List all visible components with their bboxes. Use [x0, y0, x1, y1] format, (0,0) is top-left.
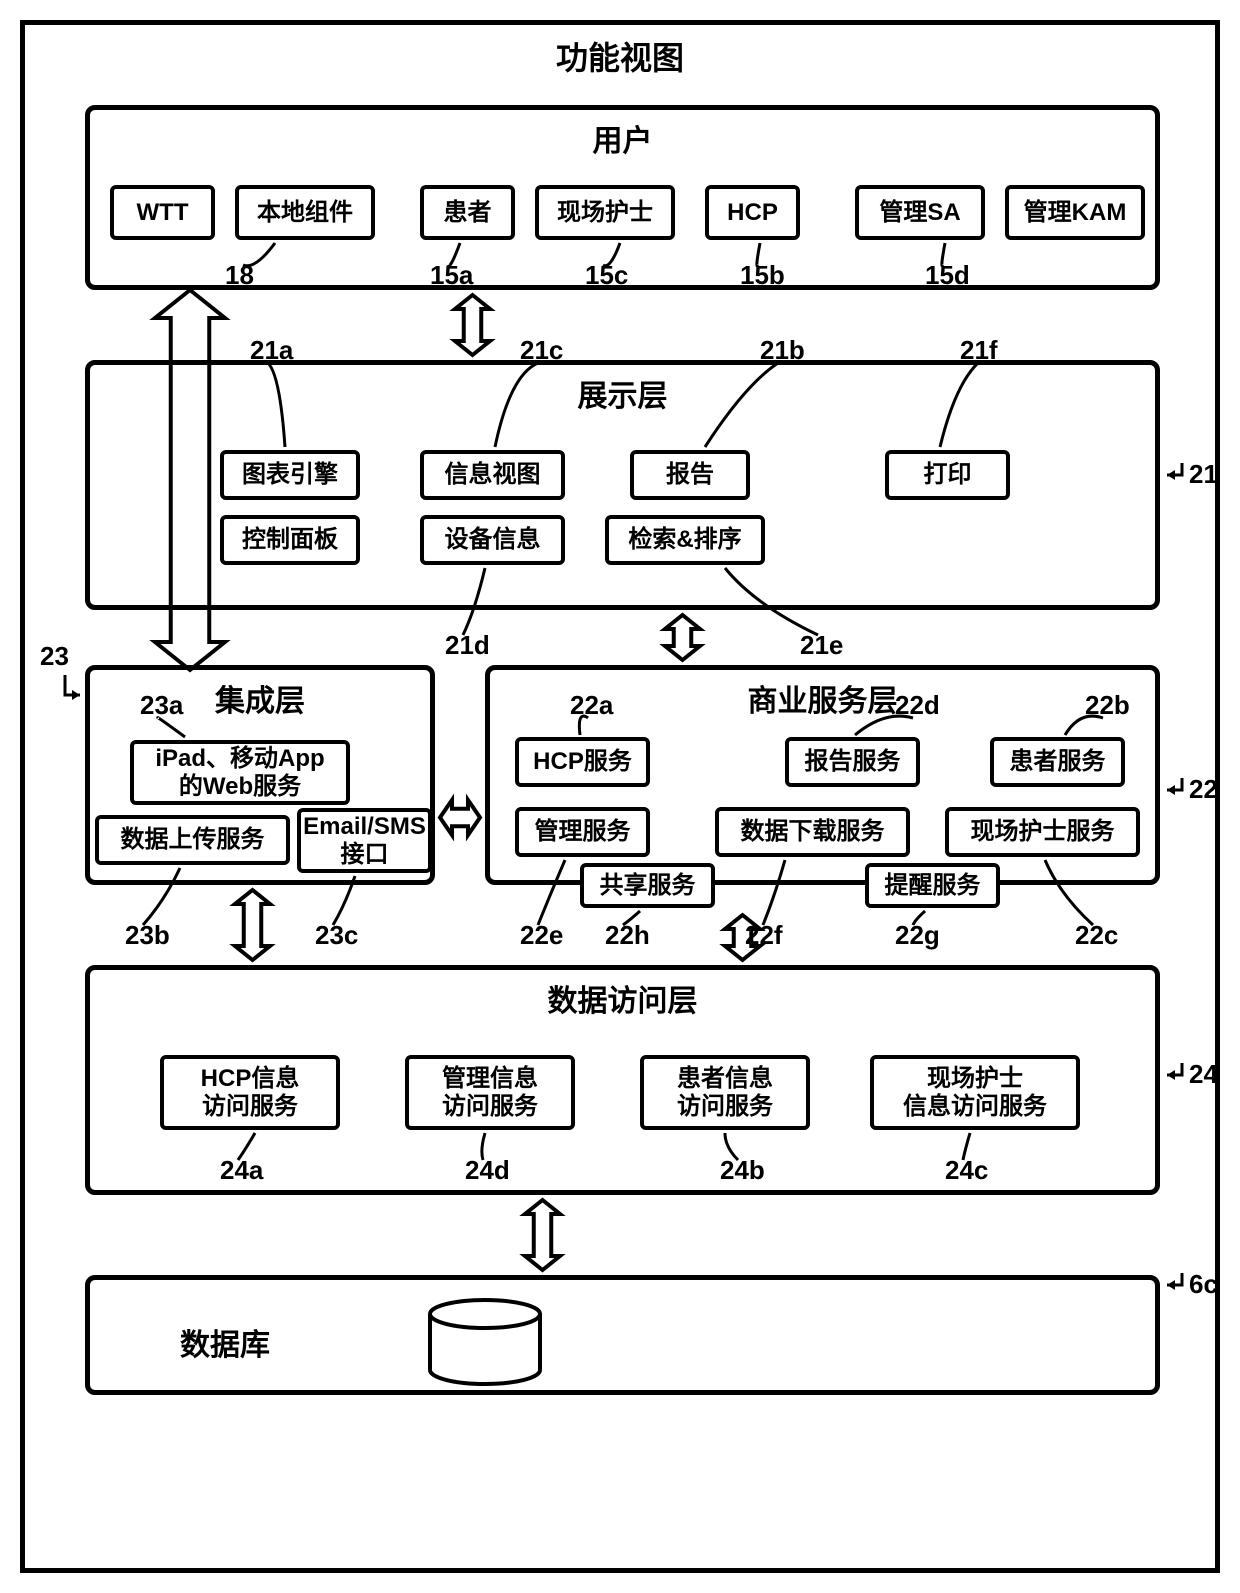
- box-dlsvc: 数据下载服务: [715, 807, 910, 857]
- ref-15a: 15a: [430, 260, 473, 291]
- box-patda: 患者信息 访问服务: [640, 1055, 810, 1130]
- arrow-integ-biz-h: [440, 800, 480, 835]
- box-rptsvc: 报告服务: [785, 737, 920, 787]
- svg-text:24: 24: [1189, 1059, 1218, 1089]
- arrow-present-biz: [665, 615, 700, 660]
- layer-data-access-title: 数据访问层: [90, 976, 1155, 1020]
- ref-24b: 24b: [720, 1155, 765, 1186]
- ref-21e: 21e: [800, 630, 843, 661]
- ref-24a: 24a: [220, 1155, 263, 1186]
- box-nurse: 现场护士: [535, 185, 675, 240]
- side-ref-24: 24: [1167, 1059, 1218, 1089]
- ref-21a: 21a: [250, 335, 293, 366]
- side-ref-21: 21: [1167, 459, 1218, 489]
- ref-24d: 24d: [465, 1155, 510, 1186]
- box-admsvc: 管理服务: [515, 807, 650, 857]
- ref-22d: 22d: [895, 690, 940, 721]
- layer-database: 数据库: [85, 1275, 1160, 1395]
- box-remind: 提醒服务: [865, 863, 1000, 908]
- diagram-frame: 功能视图 2122246c23 用户 展示层 集成层 商业服务层 数据访问层 数…: [20, 20, 1220, 1573]
- ref-23c: 23c: [315, 920, 358, 951]
- arrow-integ-data: [235, 890, 270, 960]
- svg-text:23: 23: [40, 641, 69, 671]
- box-hcpda: HCP信息 访问服务: [160, 1055, 340, 1130]
- box-sa: 管理SA: [855, 185, 985, 240]
- ref-15d: 15d: [925, 260, 970, 291]
- box-fnda: 现场护士 信息访问服务: [870, 1055, 1080, 1130]
- box-panel: 控制面板: [220, 515, 360, 565]
- database-cylinder-icon: [420, 1298, 550, 1388]
- box-admda: 管理信息 访问服务: [405, 1055, 575, 1130]
- side-ref-23: 23: [40, 641, 80, 700]
- box-info: 信息视图: [420, 450, 565, 500]
- layer-presentation-title: 展示层: [90, 371, 1155, 415]
- ref-18: 18: [225, 260, 254, 291]
- ref-15b: 15b: [740, 260, 785, 291]
- ref-22g: 22g: [895, 920, 940, 951]
- box-fnsvc: 现场护士服务: [945, 807, 1140, 857]
- svg-text:22: 22: [1189, 774, 1218, 804]
- box-local: 本地组件: [235, 185, 375, 240]
- box-hcpsvc: HCP服务: [515, 737, 650, 787]
- ref-22e: 22e: [520, 920, 563, 951]
- diagram-title: 功能视图: [25, 33, 1215, 79]
- ref-23b: 23b: [125, 920, 170, 951]
- database-label: 数据库: [180, 1320, 270, 1364]
- svg-text:6c: 6c: [1189, 1269, 1218, 1299]
- box-dev: 设备信息: [420, 515, 565, 565]
- box-share: 共享服务: [580, 863, 715, 908]
- ref-23a: 23a: [140, 690, 183, 721]
- box-search: 检索&排序: [605, 515, 765, 565]
- side-ref-22: 22: [1167, 774, 1218, 804]
- box-email: Email/SMS 接口: [297, 808, 432, 873]
- ref-21c: 21c: [520, 335, 563, 366]
- ref-21f: 21f: [960, 335, 998, 366]
- ref-22b: 22b: [1085, 690, 1130, 721]
- box-report: 报告: [630, 450, 750, 500]
- ref-21d: 21d: [445, 630, 490, 661]
- box-print: 打印: [885, 450, 1010, 500]
- ref-22c: 22c: [1075, 920, 1118, 951]
- box-kam: 管理KAM: [1005, 185, 1145, 240]
- svg-text:21: 21: [1189, 459, 1218, 489]
- box-patsvc: 患者服务: [990, 737, 1125, 787]
- arrow-user-present-small: [455, 295, 490, 355]
- ref-22f: 22f: [745, 920, 783, 951]
- ref-24c: 24c: [945, 1155, 988, 1186]
- ref-22a: 22a: [570, 690, 613, 721]
- box-upload: 数据上传服务: [95, 815, 290, 865]
- box-chart: 图表引擎: [220, 450, 360, 500]
- box-hcp: HCP: [705, 185, 800, 240]
- ref-15c: 15c: [585, 260, 628, 291]
- box-wtt: WTT: [110, 185, 215, 240]
- side-ref-6c: 6c: [1167, 1269, 1218, 1299]
- ref-21b: 21b: [760, 335, 805, 366]
- box-ipad: iPad、移动App 的Web服务: [130, 740, 350, 805]
- arrow-data-db: [525, 1200, 560, 1270]
- ref-22h: 22h: [605, 920, 650, 951]
- box-patient: 患者: [420, 185, 515, 240]
- layer-user-title: 用户: [90, 116, 1155, 160]
